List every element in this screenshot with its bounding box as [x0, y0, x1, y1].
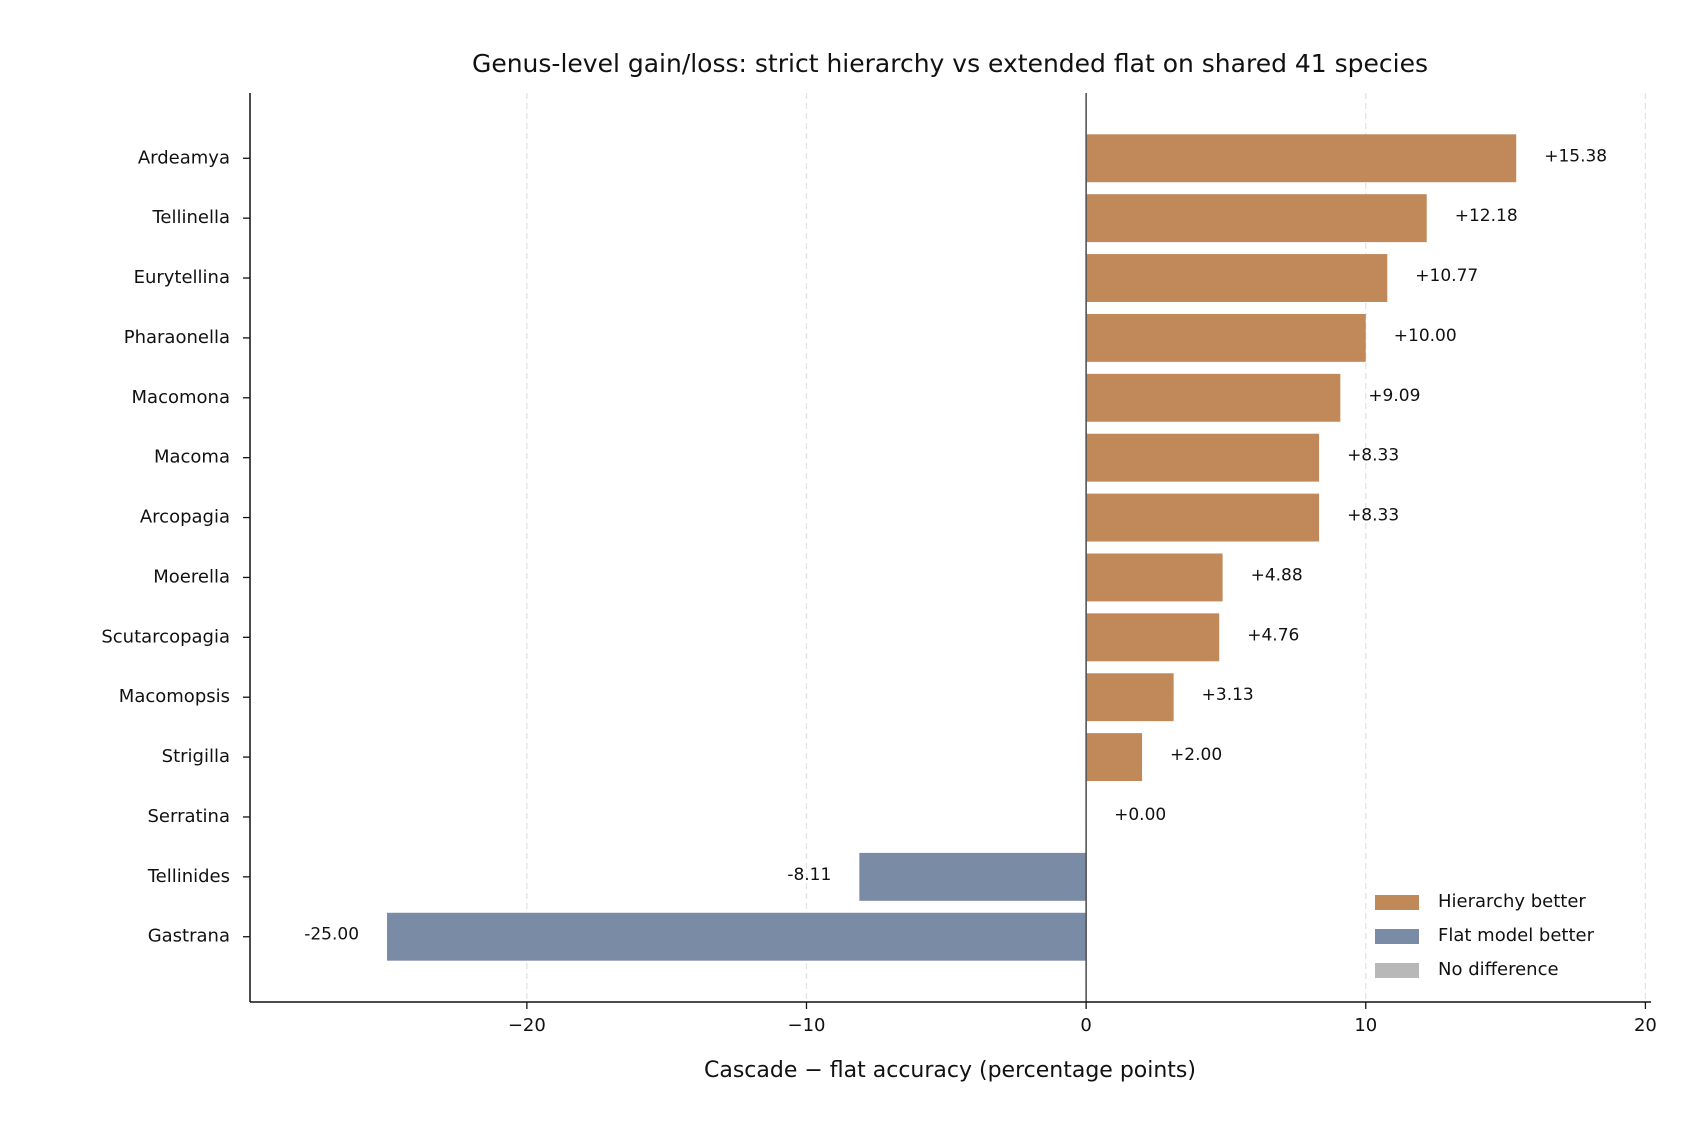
value-label: +8.33	[1347, 506, 1399, 526]
bar	[1086, 433, 1320, 482]
bar	[1086, 373, 1341, 422]
value-label: +4.88	[1251, 565, 1303, 585]
bar	[1086, 493, 1320, 542]
x-tick-label: 0	[1080, 1015, 1091, 1036]
y-tick-label: Macoma	[154, 447, 230, 468]
legend-swatch	[1375, 929, 1419, 944]
value-label: +10.77	[1415, 266, 1478, 286]
bar	[1086, 733, 1143, 782]
bar	[1086, 613, 1220, 662]
value-label: +3.13	[1202, 685, 1254, 705]
legend-label: Hierarchy better	[1438, 891, 1586, 912]
bar	[1086, 313, 1366, 362]
bar	[859, 852, 1087, 901]
x-tick-label: 20	[1634, 1015, 1657, 1036]
bar	[1086, 254, 1388, 302]
legend-swatch	[1375, 895, 1419, 910]
value-label: +0.00	[1114, 805, 1166, 825]
value-label: +9.09	[1368, 386, 1420, 406]
y-tick-label: Tellinides	[147, 866, 230, 887]
legend-label: Flat model better	[1438, 925, 1595, 946]
y-tick-label: Gastrana	[148, 926, 230, 947]
bar	[387, 912, 1087, 961]
bar	[1086, 553, 1223, 602]
y-tick-label: Scutarcopagia	[101, 626, 230, 647]
value-label: +15.38	[1544, 146, 1607, 166]
value-label: -25.00	[304, 925, 359, 945]
y-tick-label: Strigilla	[162, 746, 230, 767]
value-label: +8.33	[1347, 446, 1399, 466]
y-tick-label: Eurytellina	[134, 267, 230, 288]
y-tick-label: Ardeamya	[138, 147, 230, 168]
y-tick-label: Macomona	[132, 387, 230, 408]
x-tick-label: −10	[787, 1015, 825, 1036]
y-tick-label: Tellinella	[151, 207, 230, 228]
bar	[1086, 194, 1427, 243]
x-tick-label: −20	[508, 1015, 546, 1036]
legend-swatch	[1375, 963, 1419, 978]
value-label: +12.18	[1455, 206, 1518, 226]
value-label: +4.76	[1247, 625, 1299, 645]
y-tick-label: Serratina	[147, 806, 230, 827]
bar	[1086, 673, 1174, 722]
y-tick-label: Pharaonella	[124, 327, 230, 348]
value-label: +10.00	[1394, 326, 1457, 346]
x-tick-label: 10	[1354, 1015, 1377, 1036]
value-label: -8.11	[787, 865, 831, 885]
y-tick-label: Macomopsis	[119, 686, 230, 707]
bar	[1086, 134, 1517, 183]
chart-title: Genus-level gain/loss: strict hierarchy …	[472, 49, 1428, 78]
x-axis-label: Cascade − flat accuracy (percentage poin…	[704, 1058, 1196, 1083]
y-tick-label: Moerella	[153, 566, 230, 587]
value-label: +2.00	[1170, 745, 1222, 765]
legend-label: No difference	[1438, 959, 1559, 980]
y-tick-label: Arcopagia	[140, 507, 230, 528]
